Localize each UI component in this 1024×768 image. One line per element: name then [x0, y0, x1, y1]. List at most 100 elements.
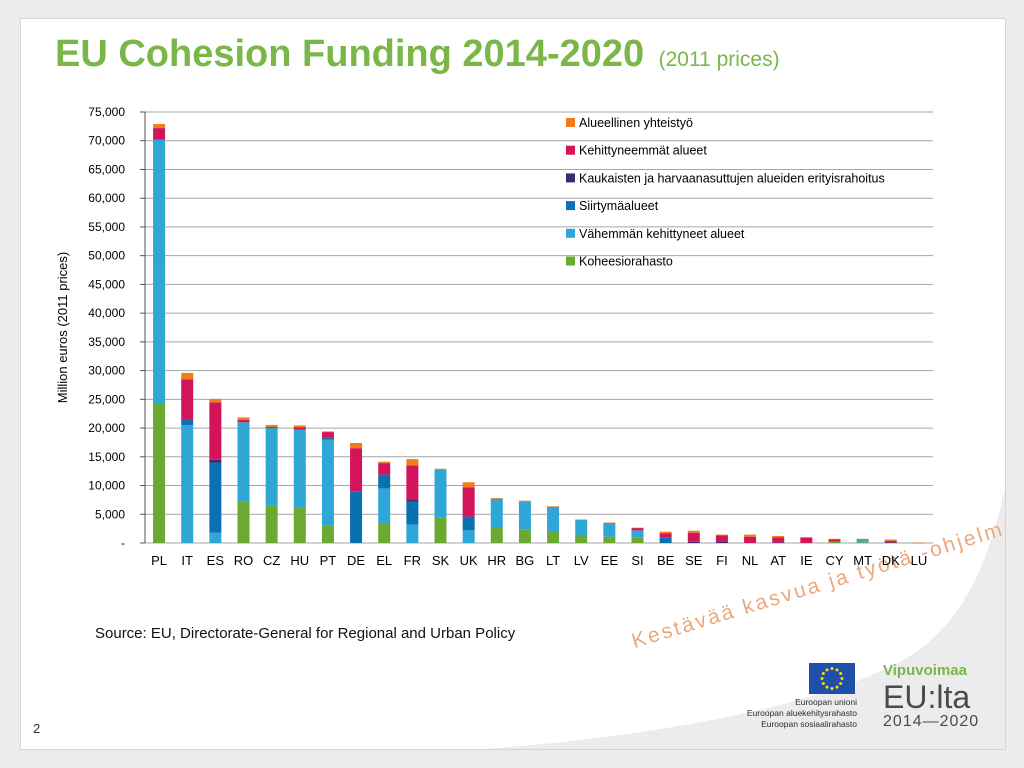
- bar-segment-es: [209, 459, 222, 463]
- bar-segment-lv: [575, 520, 588, 535]
- y-tick-label: 40,000: [88, 306, 125, 320]
- x-tick-label: SE: [685, 553, 703, 568]
- bar-segment-at: [772, 535, 785, 538]
- bar-segment-si: [631, 527, 644, 529]
- eu-star-icon: [835, 685, 839, 689]
- bar-segment-hu: [293, 425, 306, 428]
- legend-swatch: [566, 228, 575, 238]
- bar-segment-nl: [744, 534, 757, 537]
- bar-segment-be: [659, 537, 672, 543]
- bar-segment-es: [209, 532, 222, 543]
- page-subtitle: (2011 prices): [658, 48, 780, 71]
- eu-star-icon: [830, 687, 834, 690]
- eu-star-icon: [840, 677, 844, 680]
- legend-swatch: [566, 173, 575, 183]
- bar-segment-dk: [884, 542, 897, 544]
- bar-segment-pt: [321, 431, 334, 433]
- bar-segment-uk: [462, 487, 475, 517]
- x-tick-label: IE: [800, 553, 813, 568]
- program-logo: Vipuvoimaa EU:lta 2014—2020: [883, 662, 979, 731]
- program-logo-line2: EU:lta: [883, 679, 971, 715]
- x-tick-label: FI: [716, 553, 728, 568]
- bar-segment-cy: [828, 538, 841, 540]
- bar-segment-fi: [715, 535, 728, 542]
- bar-segment-uk: [462, 516, 475, 531]
- bar-segment-fi: [715, 541, 728, 543]
- legend-swatch: [566, 118, 575, 127]
- eu-star-icon: [825, 668, 829, 672]
- y-tick-label: 60,000: [88, 191, 125, 205]
- bar-segment-it: [181, 419, 194, 426]
- legend: Alueellinen yhteistyö Kehittyneemmät alue…: [566, 116, 885, 269]
- bar-segment-el: [378, 524, 391, 543]
- bar-segment-pl: [153, 128, 166, 140]
- bar-segment-mt: [856, 538, 869, 542]
- bar-segment-si: [631, 537, 644, 543]
- bar-segment-el: [378, 474, 391, 489]
- bar-segment-hu: [293, 429, 306, 508]
- x-tick-label: DE: [347, 553, 365, 568]
- bar-segment-se: [687, 530, 700, 533]
- bar-segment-fi: [715, 534, 728, 536]
- x-tick-label: DK: [882, 553, 900, 568]
- bar-segment-cz: [265, 426, 278, 429]
- x-tick-label: HR: [487, 553, 506, 568]
- y-tick-label: 20,000: [88, 421, 125, 435]
- bar-segment-cy: [828, 539, 841, 542]
- eu-logo-line3: Euroopan sosiaalirahasto: [761, 719, 857, 729]
- eu-star-icon: [835, 668, 839, 672]
- bar-segment-cz: [265, 505, 278, 543]
- x-tick-label: LU: [911, 553, 928, 568]
- bar-segment-bg: [518, 529, 531, 543]
- bar-segment-ro: [237, 417, 250, 421]
- bar-segment-at: [772, 537, 785, 543]
- x-tick-label: AT: [770, 553, 786, 568]
- bar-segment-si: [631, 530, 644, 538]
- bar-segment-pl: [153, 124, 166, 129]
- bar-segment-se: [687, 532, 700, 542]
- bar-segment-el: [378, 488, 391, 525]
- bar-segment-hr: [490, 497, 503, 499]
- bar-segment-cz: [265, 428, 278, 506]
- eu-flag-icon: [809, 663, 855, 694]
- x-tick-label: CZ: [263, 553, 280, 568]
- legend-label: Alueellinen yhteistyö: [579, 116, 693, 130]
- bar-segment-it: [181, 425, 194, 543]
- bar-segment-cy: [828, 541, 841, 543]
- bar-segment-fr: [406, 524, 419, 543]
- corner-decoration: [485, 489, 1005, 749]
- bar-segment-hr: [490, 498, 503, 529]
- bar-segment-pt: [321, 439, 334, 526]
- bar-segment-es: [209, 462, 222, 533]
- y-tick-label: 10,000: [88, 479, 125, 493]
- bar-segment-ro: [237, 501, 250, 543]
- bar-segment-mt: [856, 538, 869, 540]
- x-tick-label: CY: [825, 553, 843, 568]
- legend-label: Kaukaisten ja harvaanasuttujen alueiden …: [579, 171, 885, 185]
- bar-segment-fr: [406, 501, 419, 525]
- eu-star-icon: [839, 682, 843, 685]
- bar-segment-lv: [575, 534, 588, 543]
- bar-segment-es: [209, 398, 222, 403]
- bar-segment-fr: [406, 499, 419, 502]
- bar-segment-se: [687, 541, 700, 543]
- bar-segment-de: [350, 443, 363, 449]
- bar-segment-uk: [462, 482, 475, 488]
- bar-segment-it: [181, 372, 194, 380]
- bar-segment-de: [350, 491, 363, 543]
- eu-star-icon: [830, 667, 834, 670]
- x-tick-label: PT: [320, 553, 337, 568]
- stacked-bar-chart: - 5,000 10,000 15,000 20,000 25,000 30,000 35,0…: [55, 105, 933, 568]
- bar-segment-dk: [884, 539, 897, 541]
- legend-label: Kehittyneemmät alueet: [579, 144, 707, 158]
- y-tick-label: -: [121, 536, 125, 550]
- y-tick-label: 70,000: [88, 134, 125, 148]
- y-tick-label: 25,000: [88, 392, 125, 406]
- bar-segment-lt: [547, 506, 560, 531]
- y-axis-label: Million euros (2011 prices): [55, 252, 70, 404]
- x-tick-label: SI: [631, 553, 643, 568]
- bar-segment-pt: [321, 437, 334, 439]
- bar-segment-ie: [800, 536, 813, 538]
- x-tick-label: NL: [742, 553, 759, 568]
- bar-segment-nl: [744, 536, 757, 543]
